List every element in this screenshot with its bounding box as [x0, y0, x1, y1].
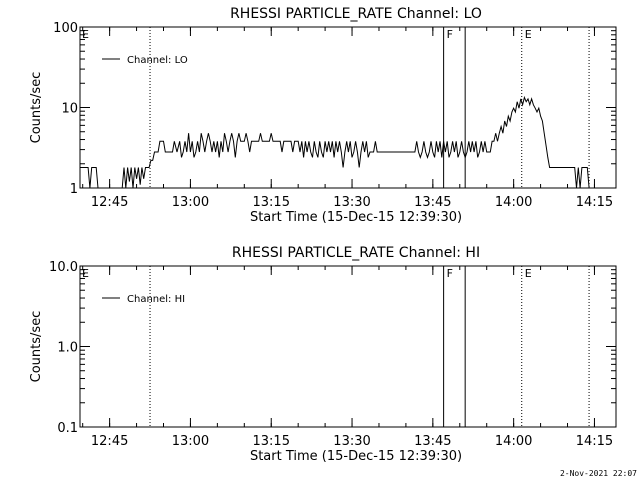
y-axis-label: Counts/sec [29, 72, 44, 144]
marker-label: E [82, 28, 89, 41]
x-axis-label: Start Time (15-Dec-15 12:39:30) [250, 449, 462, 464]
y-tick-label: 10 [61, 102, 78, 117]
plot-frame [79, 265, 617, 428]
legend-label: Channel: LO [127, 55, 188, 66]
y-tick-label: 1.0 [57, 341, 78, 356]
chart-panel-2: RHESSI PARTICLE_RATE Channel: HI 12:45 13:… [29, 245, 617, 464]
y-tick-label: 0.1 [57, 421, 78, 436]
x-tick-label: 13:15 [253, 195, 290, 210]
y-tick-label: 100 [53, 21, 78, 36]
y-axis-label: Counts/sec [29, 311, 44, 383]
x-tick-label: 12:45 [91, 195, 128, 210]
marker-label: E [525, 28, 532, 41]
marker-label: E [82, 267, 89, 280]
x-tick-label: 14:00 [495, 434, 532, 449]
chart-title: RHESSI PARTICLE_RATE Channel: LO [230, 6, 482, 22]
x-tick-label: 13:15 [253, 434, 290, 449]
x-tick-label: 13:30 [333, 195, 370, 210]
generation-timestamp: 2-Nov-2021 22:07 [559, 469, 637, 478]
x-tick-label: 13:30 [333, 434, 370, 449]
y-tick-label: 1 [70, 182, 78, 197]
x-tick-label: 12:45 [91, 434, 128, 449]
plot-frame [79, 26, 617, 189]
x-tick-label: 13:00 [172, 434, 209, 449]
x-tick-label: 14:15 [576, 195, 613, 210]
marker-label: E [525, 267, 532, 280]
x-axis-label: Start Time (15-Dec-15 12:39:30) [250, 210, 462, 225]
x-tick-label: 13:45 [414, 434, 451, 449]
legend-label: Channel: HI [127, 294, 185, 305]
x-tick-label: 14:15 [576, 434, 613, 449]
x-tick-label: 14:00 [495, 195, 532, 210]
chart-title: RHESSI PARTICLE_RATE Channel: HI [232, 245, 480, 261]
y-tick-label: 10.0 [49, 260, 78, 275]
data-series-line [80, 95, 590, 188]
marker-label: F [447, 267, 453, 280]
chart-panel-1: RHESSI PARTICLE_RATE Channel: LO 12:45 13:… [29, 6, 617, 225]
marker-label: F [447, 28, 453, 41]
x-tick-label: 13:00 [172, 195, 209, 210]
x-tick-label: 13:45 [414, 195, 451, 210]
